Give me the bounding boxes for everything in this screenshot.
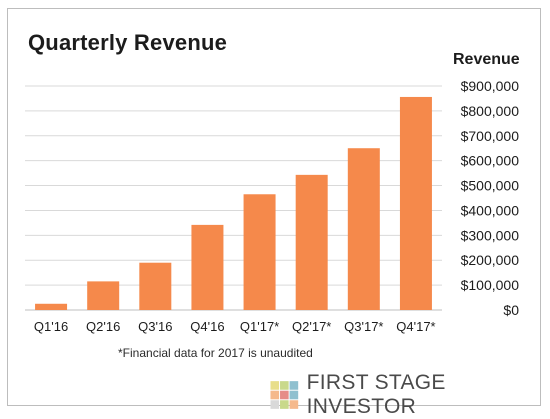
logo-tile (289, 400, 299, 409)
logo-tile (280, 381, 289, 390)
x-tick-label: Q2'17* (292, 319, 331, 334)
logo-tile (280, 390, 289, 400)
x-tick-label: Q2'16 (86, 319, 120, 334)
footnote: *Financial data for 2017 is unaudited (118, 346, 313, 360)
y-tick-label: $900,000 (461, 78, 520, 94)
brand-name: FIRST STAGE INVESTOR (306, 371, 446, 418)
bar (347, 148, 380, 310)
y-tick-labels: $0 $100,000 $200,000 $300,000 $400,000 $500,0… (461, 78, 520, 318)
bar (295, 174, 328, 310)
bar (399, 96, 432, 310)
y-tick-label: $400,000 (461, 202, 520, 218)
logo-tile (289, 390, 299, 400)
x-tick-label: Q1'17* (240, 319, 279, 334)
x-tick-label: Q3'17* (344, 319, 383, 334)
y-tick-label: $500,000 (461, 178, 520, 194)
x-tick-labels: Q1'16 Q2'16 Q3'16 Q4'16 Q1'17* Q2'17* Q3'17* Q4… (34, 319, 436, 334)
y-tick-label: $700,000 (461, 128, 520, 144)
y-tick-label: $300,000 (461, 227, 520, 243)
y-tick-label: $600,000 (461, 153, 520, 169)
y-tick-label: $100,000 (461, 277, 520, 293)
y-axis-label: Revenue (453, 51, 520, 68)
bar (243, 194, 276, 310)
brand-logo-icon (270, 381, 299, 409)
logo-tile (270, 390, 280, 400)
bar (191, 224, 224, 310)
bars (35, 96, 432, 310)
logo-tile (270, 400, 280, 409)
x-tick-label: Q3'16 (138, 319, 172, 334)
y-tick-label: $800,000 (461, 103, 520, 119)
x-tick-label: Q4'17* (396, 319, 435, 334)
chart-title: Quarterly Revenue (28, 30, 228, 55)
brand: FIRST STAGE INVESTOR (270, 371, 550, 419)
logo-tile (270, 381, 280, 390)
y-tick-label: $0 (503, 302, 519, 318)
bar (139, 262, 172, 310)
x-tick-label: Q1'16 (34, 319, 68, 334)
bar (35, 303, 68, 310)
logo-tile (289, 381, 299, 390)
bar (87, 281, 120, 310)
x-tick-label: Q4'16 (190, 319, 224, 334)
y-tick-label: $200,000 (461, 252, 520, 268)
logo-tile (280, 400, 289, 409)
